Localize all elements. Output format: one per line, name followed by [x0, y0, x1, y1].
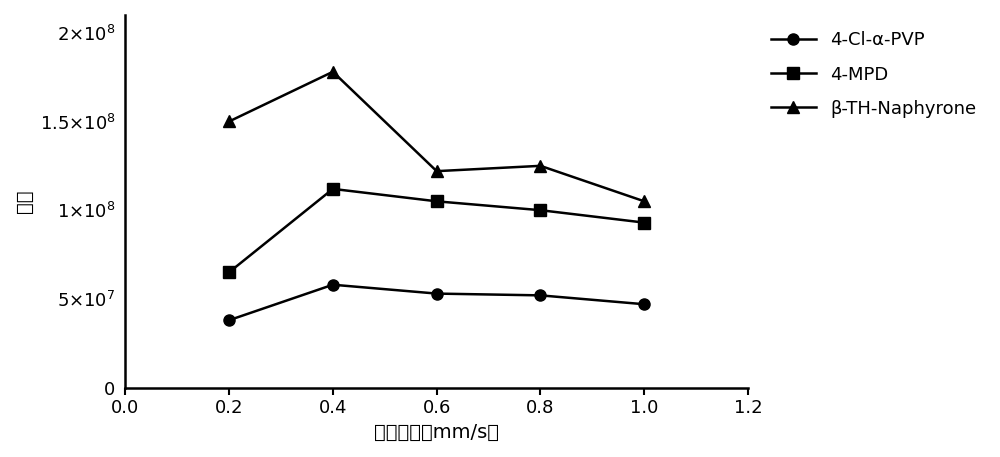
Line: 4-Cl-α-PVP: 4-Cl-α-PVP: [224, 279, 650, 326]
4-MPD: [638, 220, 650, 225]
4-MPD: [223, 270, 235, 275]
β-TH-Naphyrone: [431, 169, 443, 174]
X-axis label: 进样速度（mm/s）: 进样速度（mm/s）: [374, 423, 499, 442]
4-Cl-α-PVP: [223, 318, 235, 323]
β-TH-Naphyrone: [534, 163, 546, 169]
4-MPD: [534, 207, 546, 213]
4-Cl-α-PVP: [638, 302, 650, 307]
4-Cl-α-PVP: [431, 291, 443, 296]
Line: β-TH-Naphyrone: β-TH-Naphyrone: [224, 66, 650, 207]
4-Cl-α-PVP: [327, 282, 339, 287]
β-TH-Naphyrone: [638, 199, 650, 204]
Line: 4-MPD: 4-MPD: [224, 183, 650, 278]
4-MPD: [327, 186, 339, 191]
4-MPD: [431, 199, 443, 204]
β-TH-Naphyrone: [327, 69, 339, 74]
β-TH-Naphyrone: [223, 119, 235, 124]
Y-axis label: 响应: 响应: [15, 190, 34, 213]
4-Cl-α-PVP: [534, 292, 546, 298]
Legend: 4-Cl-α-PVP, 4-MPD, β-TH-Naphyrone: 4-Cl-α-PVP, 4-MPD, β-TH-Naphyrone: [763, 24, 983, 125]
